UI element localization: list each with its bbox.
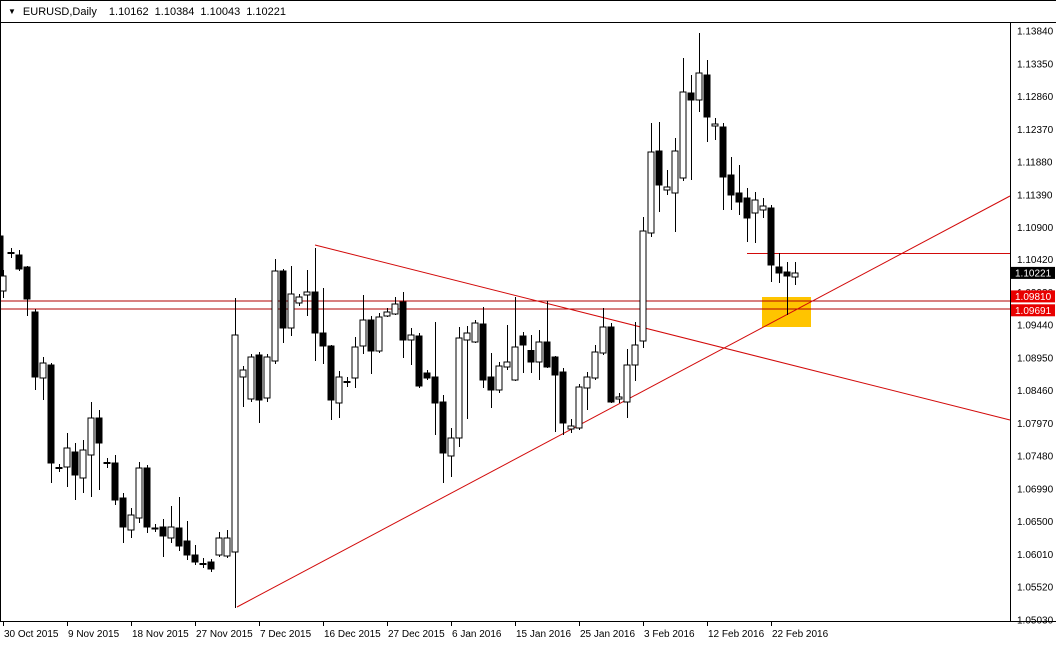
svg-text:16 Dec 2015: 16 Dec 2015 <box>324 629 381 640</box>
svg-text:6 Jan 2016: 6 Jan 2016 <box>452 629 502 640</box>
svg-text:27 Nov 2015: 27 Nov 2015 <box>196 629 253 640</box>
svg-text:1.09440: 1.09440 <box>1017 321 1054 332</box>
svg-text:18 Nov 2015: 18 Nov 2015 <box>132 629 189 640</box>
svg-text:1.06010: 1.06010 <box>1017 550 1054 561</box>
svg-text:1.09691: 1.09691 <box>1015 306 1052 317</box>
svg-text:1.05520: 1.05520 <box>1017 583 1054 594</box>
svg-text:12 Feb 2016: 12 Feb 2016 <box>708 629 765 640</box>
svg-text:1.10900: 1.10900 <box>1017 223 1054 234</box>
svg-text:1.11390: 1.11390 <box>1017 190 1053 201</box>
chart-frame <box>0 0 1056 622</box>
svg-text:1.09810: 1.09810 <box>1015 292 1052 303</box>
time-axis[interactable]: 30 Oct 2015 9 Nov 2015 18 Nov 2015 27 Nov 2… <box>3 622 829 640</box>
ohlc-open: 1.10162 <box>108 6 149 18</box>
price-tags: 1.10221 1.09810 1.09691 <box>1011 266 1055 317</box>
ohlc-high: 1.10384 <box>154 6 195 18</box>
svg-text:1.06990: 1.06990 <box>1017 484 1054 495</box>
svg-text:9 Nov 2015: 9 Nov 2015 <box>68 629 120 640</box>
svg-text:27 Dec 2015: 27 Dec 2015 <box>388 629 445 640</box>
svg-text:22 Feb 2016: 22 Feb 2016 <box>772 629 829 640</box>
symbol-marker-icon[interactable]: ▼ <box>8 7 16 16</box>
svg-text:25 Jan 2016: 25 Jan 2016 <box>580 629 635 640</box>
symbol-period-label: EURUSD,Daily <box>22 6 97 18</box>
svg-text:1.10420: 1.10420 <box>1017 255 1054 266</box>
svg-text:1.06500: 1.06500 <box>1017 517 1054 528</box>
svg-text:1.11880: 1.11880 <box>1017 158 1053 169</box>
chart-ohlc-header: ▼ EURUSD,Daily 1.10162 1.10384 1.10043 1… <box>8 5 292 19</box>
svg-text:1.13840: 1.13840 <box>1017 27 1054 38</box>
svg-text:3 Feb 2016: 3 Feb 2016 <box>644 629 695 640</box>
svg-text:1.13350: 1.13350 <box>1017 59 1054 70</box>
svg-text:1.10221: 1.10221 <box>1015 268 1052 279</box>
chart-objects[interactable] <box>0 195 1011 608</box>
svg-text:1.08950: 1.08950 <box>1017 353 1054 364</box>
ohlc-low: 1.10043 <box>200 6 241 18</box>
candlesticks[interactable] <box>0 33 799 608</box>
ohlc-close: 1.10221 <box>246 6 286 18</box>
svg-text:1.08460: 1.08460 <box>1017 386 1054 397</box>
svg-text:1.12370: 1.12370 <box>1017 125 1054 136</box>
descending-trendline <box>314 244 1011 421</box>
svg-text:15 Jan 2016: 15 Jan 2016 <box>516 629 571 640</box>
svg-text:7 Dec 2015: 7 Dec 2015 <box>260 629 312 640</box>
svg-text:1.07480: 1.07480 <box>1017 452 1054 463</box>
svg-text:1.07970: 1.07970 <box>1017 419 1054 430</box>
svg-text:30 Oct 2015: 30 Oct 2015 <box>4 629 59 640</box>
svg-text:1.12860: 1.12860 <box>1017 92 1054 103</box>
svg-text:1.05030: 1.05030 <box>1017 615 1054 626</box>
highlight-zone[interactable] <box>762 297 811 327</box>
